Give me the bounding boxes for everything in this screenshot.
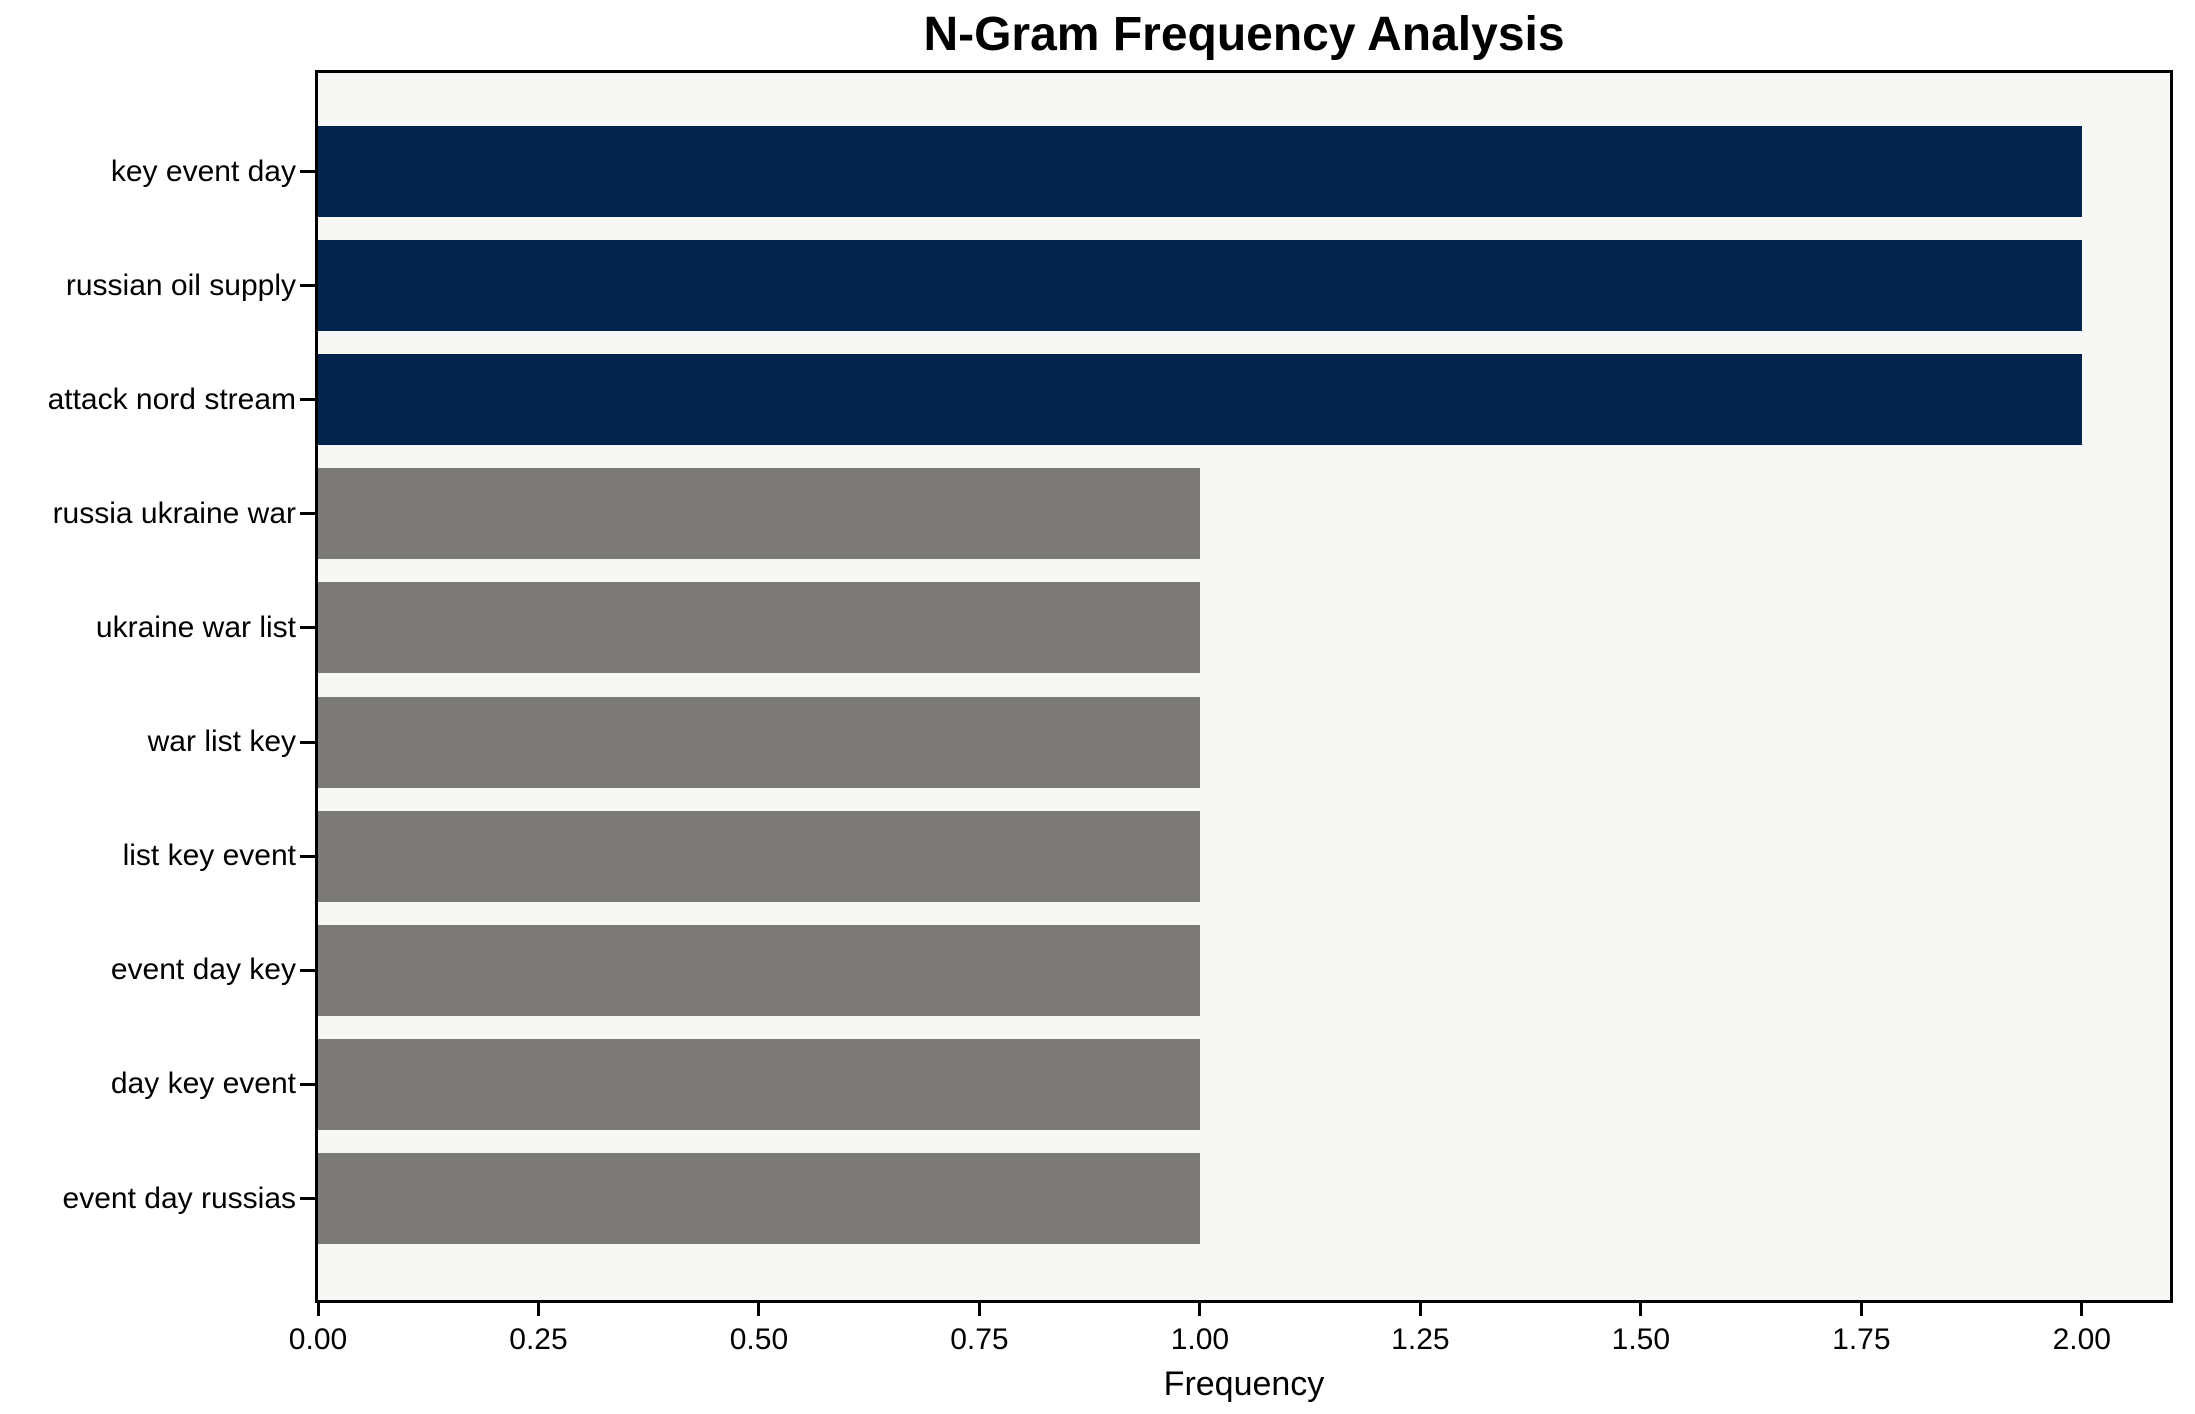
y-tick-mark <box>300 626 315 630</box>
y-tick-label: attack nord stream <box>47 382 296 416</box>
y-tick-mark <box>300 1197 315 1200</box>
y-tick-label: day key event <box>110 1067 296 1101</box>
y-tick-mark <box>300 740 315 744</box>
bar-row <box>318 924 2170 1016</box>
bar-row <box>318 810 2170 902</box>
bar-row <box>318 1152 2170 1244</box>
x-tick-label: 1.75 <box>1832 1323 1891 1356</box>
bar <box>318 126 2082 217</box>
x-tick-label: 1.00 <box>1170 1323 1230 1356</box>
y-tick-label: ukraine war list <box>95 610 296 644</box>
x-tick-mark <box>1639 1303 1643 1316</box>
bar-row <box>318 126 2170 217</box>
x-tick-mark <box>2080 1303 2084 1316</box>
y-tick-mark <box>300 398 315 402</box>
bar <box>318 354 2082 446</box>
bar <box>318 810 1200 902</box>
y-tick-label: event day russias <box>62 1181 296 1215</box>
bar <box>318 468 1200 560</box>
x-tick-mark <box>1859 1303 1863 1316</box>
y-tick-label: list key event <box>122 839 296 873</box>
y-tick-label: russian oil supply <box>65 268 296 302</box>
bar-row <box>318 582 2170 674</box>
x-tick-label: 0.25 <box>509 1323 568 1356</box>
plot-area <box>315 70 2173 1303</box>
bar-row <box>318 696 2170 788</box>
bar <box>318 1038 1200 1130</box>
x-tick-mark <box>536 1303 540 1316</box>
x-tick-mark <box>757 1303 761 1316</box>
x-tick-mark <box>316 1303 320 1316</box>
chart-title: N-Gram Frequency Analysis <box>923 8 1565 61</box>
y-tick-mark <box>300 284 315 288</box>
y-tick-mark <box>300 854 315 858</box>
bar <box>318 924 1200 1016</box>
bar <box>318 582 1200 674</box>
x-tick-mark <box>1198 1303 1202 1316</box>
bar <box>318 240 2082 332</box>
y-tick-label: war list key <box>147 725 296 759</box>
x-tick-label: 0.00 <box>288 1323 348 1356</box>
bar-row <box>318 468 2170 560</box>
bar-row <box>318 1038 2170 1130</box>
x-tick-mark <box>1418 1303 1422 1316</box>
x-tick-mark <box>977 1303 981 1316</box>
x-axis-label: Frequency <box>1163 1365 1325 1403</box>
y-tick-label: event day key <box>110 953 296 987</box>
y-tick-mark <box>300 1082 315 1086</box>
x-tick-label: 0.75 <box>950 1323 1009 1356</box>
bar-row <box>318 354 2170 446</box>
x-tick-label: 2.00 <box>2052 1323 2111 1356</box>
y-tick-mark <box>300 968 315 972</box>
bar-row <box>318 240 2170 332</box>
x-tick-label: 1.50 <box>1611 1323 1671 1356</box>
bars-container <box>318 73 2170 1300</box>
bar <box>318 696 1200 788</box>
y-tick-mark <box>300 170 315 173</box>
y-tick-mark <box>300 512 315 516</box>
y-tick-label: key event day <box>110 154 296 188</box>
x-tick-label: 0.50 <box>729 1323 789 1356</box>
x-tick-label: 1.25 <box>1391 1323 1450 1356</box>
y-tick-label: russia ukraine war <box>52 496 296 530</box>
bar <box>318 1152 1200 1244</box>
